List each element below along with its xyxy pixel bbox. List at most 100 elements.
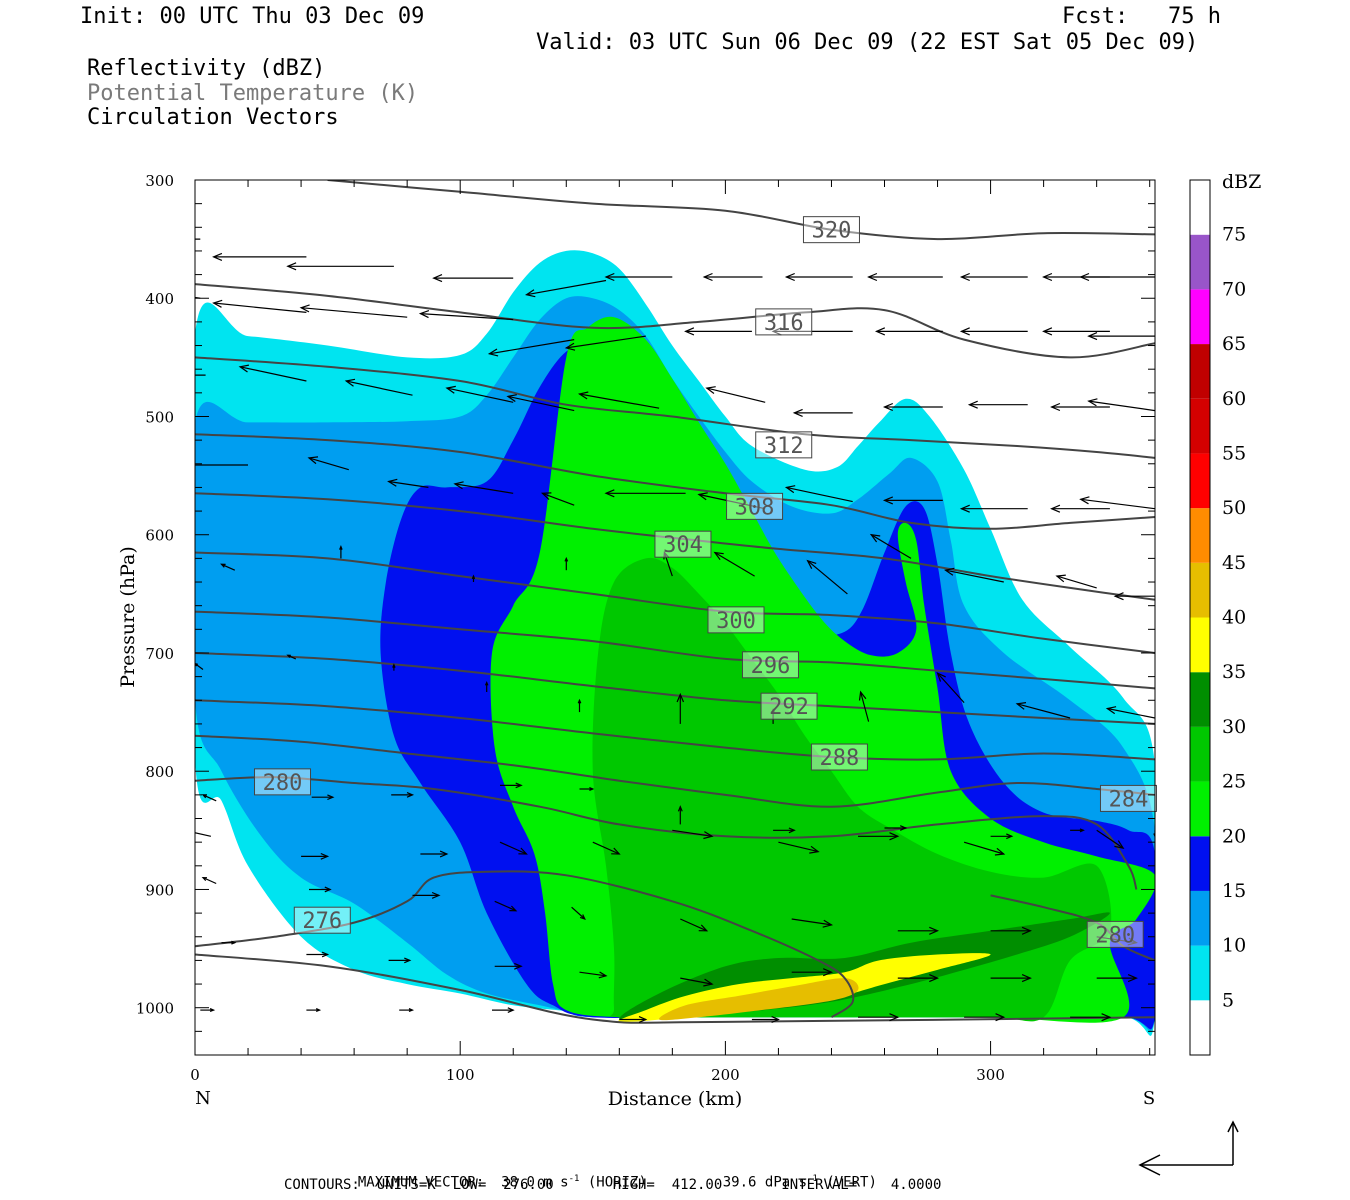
forecast-hour: Fcst: 75 h [1062,4,1221,29]
max-vector-vert: 39.6 dPa s [722,1174,808,1191]
circulation-vector-shaft [388,480,429,488]
circulation-vector-shaft [571,906,586,920]
circulation-vector-head [959,327,970,336]
circulation-vector-head [471,574,476,580]
circulation-vector-head [959,272,970,282]
circulation-vector-shaft [1080,498,1155,510]
circulation-vector-head [1021,926,1032,935]
circulation-vector-shaft [945,569,1004,583]
circulation-vector-head [212,299,223,308]
circulation-vector-head [1087,398,1098,407]
circulation-vector-shaft [542,492,575,506]
circulation-vector-shaft [1107,707,1155,719]
contour-label-284: 284 [1109,787,1149,812]
circulation-vector-head [220,563,226,568]
circulation-vector-head [1006,833,1014,840]
circulation-vector-head [771,1016,780,1023]
colorbar-segment [1190,344,1210,399]
circulation-vector-shaft [860,691,870,722]
theta-contour-300 [195,551,1155,654]
circulation-vector-head [518,847,528,855]
contour-label-box [726,492,784,520]
colorbar-level-label: 65 [1222,333,1246,355]
circulation-vector-head [713,551,724,561]
x-tick-label: 100 [446,1066,475,1084]
colorbar-level-label: 45 [1222,552,1246,574]
circulation-vector-head [506,394,517,402]
circulation-vector-head [867,272,878,282]
circulation-vector-head [1127,974,1138,983]
contour-label-box [1086,920,1144,948]
circulation-vector-head [929,974,940,983]
circulation-vector-head [577,391,589,400]
contour-label-300: 300 [716,609,756,634]
circulation-vector-head [697,492,708,501]
circulation-vector-shaft [870,534,912,559]
circulation-vector-shaft [566,335,646,349]
circulation-vector-head [408,1008,415,1013]
contour-label-box [293,906,351,934]
colorbar: 5 10 15 20 25 30 35 40 45 50 55 60 65 70 75 dBZ [1189,171,1261,1056]
colorbar-segment [1190,398,1210,454]
colorbar-segment [1190,617,1210,673]
y-tick-label: 400 [145,290,174,308]
contour-label-312: 312 [764,434,804,459]
circulation-vector-head [238,364,250,373]
colorbar-level-label: 35 [1222,661,1246,683]
circulation-vector-head [611,847,621,855]
circulation-vector-head [487,348,499,357]
colorbar-segment [1190,836,1210,891]
circulation-vector-shaft [1016,703,1071,719]
circulation-vector-head [1055,574,1066,583]
circulation-vector-head [201,876,208,882]
circulation-vector-head [286,654,291,658]
colorbar-segment [1190,890,1210,946]
circulation-vector-head [1101,1013,1112,1022]
y-tick-label: 500 [145,408,174,426]
circulation-vector-head [507,1007,515,1013]
colorbar-level-label: 25 [1222,771,1246,793]
circulation-vector-shaft [507,395,575,412]
colorbar-level-label: 60 [1222,388,1246,410]
max-vector-horiz: 38.0 m s [501,1174,569,1191]
circulation-vector-head [432,274,443,283]
x-tick-label: 300 [976,1066,1005,1084]
circulation-vector-head [1079,828,1085,833]
circulation-vector-head [139,372,147,379]
reference-vector-icon [1138,1120,1239,1176]
south-label: S [1143,1088,1155,1109]
circulation-vector-head [1050,402,1061,412]
theta-contours [195,180,1155,1024]
circulation-vector-head [703,978,714,987]
init-time: Init: 00 UTC Thu 03 Dec 09 [80,4,425,29]
circulation-vector-head [514,962,523,970]
contour-label-box [755,308,813,336]
circulation-vector-head [788,827,796,834]
circulation-vector-shaft [308,457,349,471]
colorbar-level-label: 75 [1222,224,1246,246]
colorbar-segment [1190,508,1210,563]
circulation-vector-shaft [213,302,307,313]
circulation-vector-head [698,924,709,932]
circulation-vector-head [286,262,297,271]
circulation-vector-head [784,485,796,494]
plot-frame [194,179,1156,1056]
colorbar-title: dBZ [1222,171,1261,193]
circulation-vector-head [1021,974,1032,983]
reflectivity-25-dbz-region [592,557,1112,1022]
circulation-vector-head [344,378,356,387]
contour-label-292: 292 [769,695,809,720]
circulation-vector-head [453,481,464,490]
y-tick-label: 600 [145,527,174,545]
contour-label-box [1099,784,1157,812]
colorbar-segment [1190,1000,1210,1055]
circulation-vector-shaft [579,393,660,409]
colorbar-level-label: 20 [1222,825,1246,847]
circulation-vectors [139,238,1155,1023]
circulation-vector-shaft [937,672,965,704]
colorbar-segment [1190,453,1210,509]
circulation-vector-shaft [698,493,766,510]
circulation-vector-head [439,850,449,858]
circulation-vector-shaft [963,841,1004,855]
contour-label-304: 304 [663,533,703,558]
